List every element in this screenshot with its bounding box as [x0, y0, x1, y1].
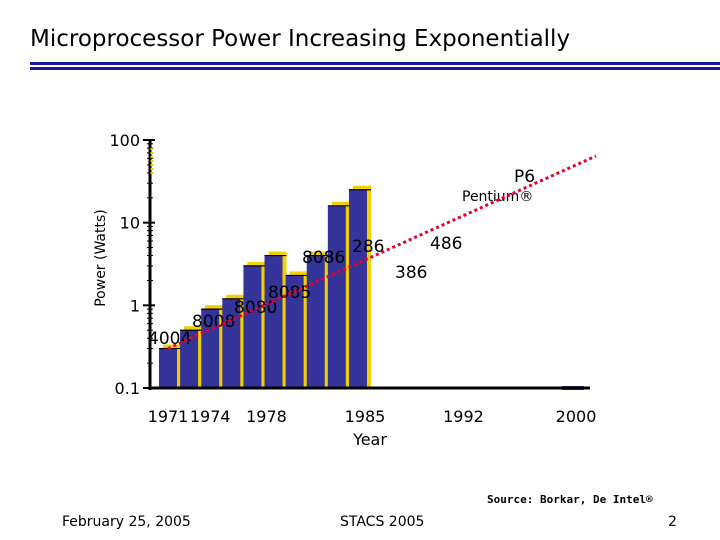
x-tick-label: 1992 [443, 407, 484, 426]
processor-label: Pentium® [462, 189, 533, 205]
bar [159, 348, 177, 388]
processor-label: P6 [514, 167, 535, 187]
x-tick-label: 1978 [246, 407, 287, 426]
y-tick-label: 100 [109, 131, 140, 150]
x-axis-title: Year [352, 430, 387, 449]
footer-date: February 25, 2005 [62, 514, 191, 530]
processor-label: 386 [395, 263, 427, 283]
processor-label: 486 [430, 234, 462, 254]
title-rule [30, 62, 720, 65]
processor-label: 286 [352, 237, 384, 257]
x-tick-label: 1974 [190, 407, 231, 426]
page-number: 2 [668, 514, 677, 530]
title-rule [30, 67, 720, 70]
y-tick-label: 1 [130, 296, 140, 315]
processor-label: 8086 [302, 248, 345, 268]
y-tick-label: 0.1 [115, 379, 140, 398]
x-tick-label: 1985 [345, 407, 386, 426]
y-axis-title: Power (Watts) [93, 209, 109, 307]
source-note: Source: Borkar, De Intel® [487, 493, 653, 506]
footer-venue: STACS 2005 [340, 514, 425, 530]
bar [264, 255, 283, 388]
x-tick-label: 1971 [148, 407, 189, 426]
bar [180, 330, 199, 388]
bar [306, 255, 325, 388]
processor-label: 8008 [192, 312, 235, 332]
bar [285, 275, 304, 388]
bar [327, 205, 346, 388]
processor-label: 4004 [148, 329, 191, 349]
bar [222, 298, 241, 388]
y-tick-label: 10 [120, 214, 140, 233]
slide-title: Microprocessor Power Increasing Exponent… [30, 26, 571, 52]
x-tick-label: 2000 [556, 407, 597, 426]
bar [348, 189, 367, 388]
trend-line [167, 154, 597, 350]
bar [243, 265, 262, 388]
